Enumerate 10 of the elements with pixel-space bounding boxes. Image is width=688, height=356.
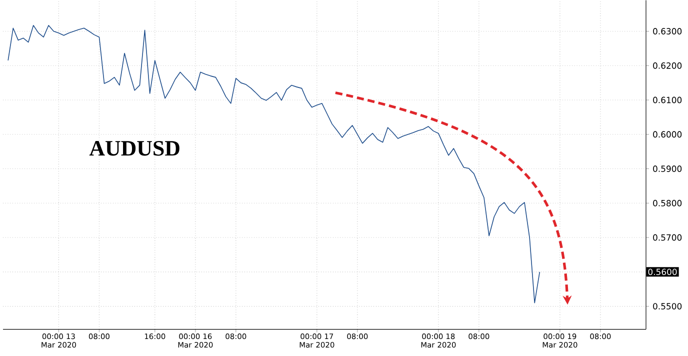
text: AUDUSD [89, 140, 180, 156]
y-tick-label: 0.6200 [653, 62, 682, 69]
y-tick-label: 0.6300 [653, 28, 682, 34]
y-tick-label: 0.6100 [653, 96, 682, 104]
y-tick-label: 0.5900 [653, 165, 682, 172]
text: 0.5600 [648, 268, 677, 275]
y-tick-label: 0.5500 [653, 302, 682, 310]
y-tick-label: 0.5700 [653, 234, 682, 241]
y-tick-label: 0.5800 [653, 200, 682, 206]
y-tick-label: 0.6000 [653, 131, 682, 138]
